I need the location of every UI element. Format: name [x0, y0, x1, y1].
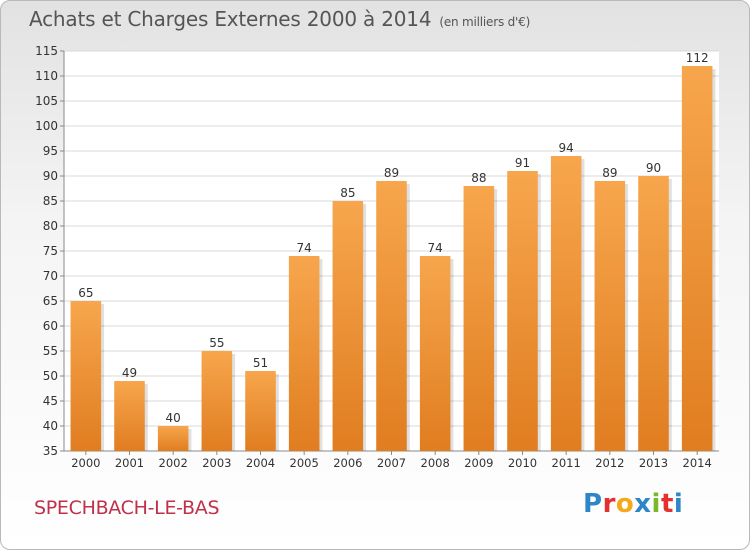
data-label: 90 [646, 161, 661, 175]
data-label: 89 [384, 166, 399, 180]
logo-letter: x [634, 489, 652, 519]
y-tick-label: 35 [43, 444, 58, 458]
logo-letter: o [615, 489, 635, 519]
y-tick-label: 100 [35, 119, 58, 133]
x-tick-label: 2009 [464, 456, 493, 470]
bar [638, 176, 669, 451]
x-tick-label: 2001 [115, 456, 144, 470]
data-label: 112 [686, 51, 709, 65]
logo-letter: P [583, 489, 603, 519]
data-label: 94 [559, 141, 574, 155]
logo-letter: t [660, 489, 674, 519]
y-tick-label: 50 [43, 369, 58, 383]
y-tick-label: 60 [43, 319, 58, 333]
bar [201, 351, 233, 451]
proxiti-logo: Proxiti [583, 489, 683, 519]
bar [70, 301, 102, 451]
y-tick-label: 65 [43, 294, 58, 308]
x-tick-label: 2011 [552, 456, 581, 470]
y-tick-label: 75 [43, 244, 58, 258]
data-label: 88 [471, 171, 486, 185]
bar [594, 181, 626, 451]
x-tick-label: 2002 [159, 456, 188, 470]
y-tick-label: 105 [35, 94, 58, 108]
data-label: 55 [209, 336, 224, 350]
bar [681, 66, 713, 451]
chart-unit-note: (en milliers d'€) [439, 15, 531, 29]
data-label: 85 [340, 186, 355, 200]
y-tick-label: 40 [43, 419, 58, 433]
chart-title-text: Achats et Charges Externes 2000 à 2014 [29, 7, 432, 31]
logo-letter: i [673, 489, 684, 519]
bar [114, 381, 145, 451]
bar [376, 181, 407, 451]
bar [507, 171, 538, 451]
y-tick-label: 70 [43, 269, 58, 283]
x-tick-label: 2000 [71, 456, 100, 470]
bar [550, 156, 582, 451]
bar [245, 371, 276, 451]
data-label: 89 [602, 166, 617, 180]
data-label: 40 [166, 411, 181, 425]
x-tick-label: 2005 [290, 456, 319, 470]
y-tick-label: 45 [43, 394, 58, 408]
commune-name: SPECHBACH-LE-BAS [34, 497, 220, 519]
x-tick-label: 2007 [377, 456, 406, 470]
data-label: 51 [253, 356, 268, 370]
y-tick-label: 90 [43, 169, 58, 183]
data-label: 49 [122, 366, 137, 380]
y-tick-label: 115 [35, 44, 58, 58]
logo-letter: r [602, 489, 616, 519]
data-label: 91 [515, 156, 530, 170]
x-tick-label: 2012 [595, 456, 624, 470]
chart-title: Achats et Charges Externes 2000 à 2014 (e… [29, 7, 530, 31]
y-tick-label: 110 [35, 69, 58, 83]
data-label: 74 [428, 241, 443, 255]
x-tick-label: 2006 [333, 456, 362, 470]
data-label: 74 [297, 241, 312, 255]
y-tick-label: 55 [43, 344, 58, 358]
bar [288, 256, 320, 451]
bar [332, 201, 364, 451]
data-label: 65 [78, 286, 93, 300]
x-tick-label: 2004 [246, 456, 275, 470]
x-tick-label: 2008 [421, 456, 450, 470]
x-tick-label: 2010 [508, 456, 537, 470]
bar [419, 256, 451, 451]
x-tick-label: 2003 [202, 456, 231, 470]
bar [463, 186, 495, 451]
x-tick-label: 2014 [683, 456, 712, 470]
bar [157, 426, 189, 451]
logo-letter: i [651, 489, 661, 519]
y-tick-label: 80 [43, 219, 58, 233]
y-tick-label: 85 [43, 194, 58, 208]
x-tick-label: 2013 [639, 456, 668, 470]
y-tick-label: 95 [43, 144, 58, 158]
